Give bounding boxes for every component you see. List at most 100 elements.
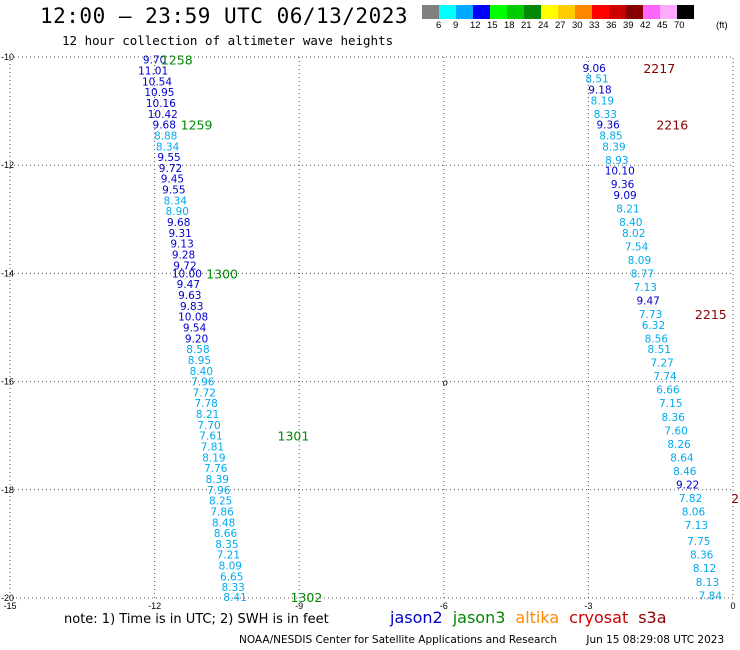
wave-height-label: 7.73 <box>639 309 662 321</box>
wave-height-label: 9.13 <box>170 239 193 251</box>
map-frame <box>9 56 734 599</box>
wave-height-label: 9.45 <box>161 174 184 186</box>
legend-s3a: s3a <box>638 608 667 627</box>
lat-tick-label: -18 <box>1 485 14 495</box>
wave-height-label: 10.08 <box>178 312 208 324</box>
wave-height-label: 8.21 <box>616 203 639 215</box>
wave-height-label: 8.90 <box>166 206 189 218</box>
wave-height-label: 7.15 <box>659 398 682 410</box>
wave-height-label: 9.83 <box>180 301 203 313</box>
colorbar-tick-label: 70 <box>674 20 685 31</box>
pass-time-label: 1302 <box>291 590 323 605</box>
wave-height-label: 11.01 <box>138 66 168 78</box>
wave-height-label: 8.19 <box>202 452 225 464</box>
lon-tick-label: -6 <box>440 601 448 611</box>
wave-height-label: 8.77 <box>631 268 654 280</box>
wave-height-label: 7.13 <box>685 520 708 532</box>
pass-time-label: 1259 <box>181 118 213 133</box>
colorbar-swatch: 33 <box>589 5 609 31</box>
wave-height-label: 8.56 <box>645 333 669 345</box>
colorbar-unit: (ft) <box>716 20 728 31</box>
colorbar-swatch: 36 <box>606 5 626 31</box>
wave-height-label: 8.09 <box>628 255 651 267</box>
wave-height-label: 7.13 <box>634 282 657 294</box>
wave-height-colorbar: 36912151821242730333639424570 <box>422 5 694 31</box>
colorbar-swatch: 9 <box>453 5 473 31</box>
colorbar-swatch: 30 <box>572 5 592 31</box>
footer: NOAA/NESDIS Center for Satellite Applica… <box>239 634 724 646</box>
wave-height-label: 7.74 <box>653 371 677 383</box>
map-title: 12:00 – 23:59 UTC 06/13/2023 <box>40 4 409 28</box>
colorbar-swatch: 6 <box>436 5 456 31</box>
wave-height-label: 9.68 <box>167 217 190 229</box>
map-subtitle: 12 hour collection of altimeter wave hei… <box>62 33 394 48</box>
lon-tick-label: -15 <box>3 601 16 611</box>
wave-height-label: 8.46 <box>673 466 697 478</box>
wave-height-label: 9.31 <box>168 228 191 240</box>
wave-height-label: 9.06 <box>582 63 606 75</box>
footer-credit: NOAA/NESDIS Center for Satellite Applica… <box>239 634 557 646</box>
lat-tick-label: -10 <box>1 52 14 62</box>
colorbar-swatch: 45 <box>657 5 677 31</box>
colorbar-swatch: 42 <box>640 5 660 31</box>
wave-height-label: 9.47 <box>636 295 659 307</box>
wave-height-label: 8.33 <box>594 109 617 121</box>
wave-height-label: 9.55 <box>162 185 185 197</box>
wave-height-label: 8.40 <box>190 366 213 378</box>
pass-time-label: 1258 <box>161 53 193 68</box>
wave-height-label: 7.76 <box>204 463 228 475</box>
lon-tick-label: -12 <box>148 601 161 611</box>
pass-time-label: 2216 <box>656 118 688 133</box>
footer-timestamp: Jun 15 08:29:08 UTC 2023 <box>586 634 725 646</box>
wave-height-label: 7.82 <box>679 493 702 505</box>
wave-height-label: 9.68 <box>153 120 176 132</box>
wave-height-label: 8.93 <box>605 155 628 167</box>
colorbar-tick-label: 30 <box>572 20 583 31</box>
colorbar-tick-label: 12 <box>470 20 481 31</box>
wave-height-label: 8.26 <box>667 439 691 451</box>
wave-height-label: 9.72 <box>173 260 196 272</box>
wave-height-label: 8.58 <box>186 344 209 356</box>
pass-time-label: 2 <box>731 491 739 506</box>
wave-height-label: 9.70 <box>143 55 166 67</box>
wave-height-label: 8.36 <box>662 412 686 424</box>
colorbar-tick-label: 6 <box>436 20 442 31</box>
colorbar-tick-label: 18 <box>504 20 515 31</box>
wave-height-label: 8.34 <box>156 141 180 153</box>
wave-height-label: 8.34 <box>164 195 188 207</box>
wave-height-label: 8.35 <box>215 539 238 551</box>
wave-height-label: 8.25 <box>209 496 232 508</box>
wave-height-label: 8.64 <box>670 452 694 464</box>
wave-height-label: 7.54 <box>625 241 649 253</box>
colorbar-swatch: 24 <box>538 5 558 31</box>
colorbar-tick-label: 33 <box>589 20 600 31</box>
wave-height-label: 9.72 <box>159 163 182 175</box>
wave-height-label: 8.85 <box>599 130 622 142</box>
wave-height-label: 7.72 <box>193 387 216 399</box>
wave-height-label: 10.42 <box>148 109 178 121</box>
wave-height-label: 8.51 <box>648 344 671 356</box>
wave-height-label: 7.75 <box>687 536 710 548</box>
colorbar-tick-label: 45 <box>657 20 668 31</box>
colorbar-swatch: 27 <box>555 5 575 31</box>
wave-height-label: 8.36 <box>690 550 714 562</box>
wave-height-label: 8.19 <box>591 95 614 107</box>
wave-height-label: 9.20 <box>185 333 208 345</box>
wave-height-label: 8.40 <box>619 217 642 229</box>
wave-height-label: 8.39 <box>602 141 625 153</box>
wave-height-label: 7.21 <box>217 550 240 562</box>
colorbar-tick-label: 15 <box>487 20 498 31</box>
pass-time-label: 2215 <box>695 307 727 322</box>
units-note: note: 1) Time is in UTC; 2) SWH is in fe… <box>64 612 329 627</box>
wave-height-label: 8.66 <box>214 528 238 540</box>
colorbar-swatch: 15 <box>487 5 507 31</box>
wave-height-label: 7.96 <box>207 485 231 497</box>
colorbar-swatch: 70 <box>674 5 694 31</box>
lat-tick-label: -20 <box>1 593 14 603</box>
pass-time-label: 2217 <box>643 61 675 76</box>
wave-height-label: 7.70 <box>197 420 220 432</box>
wave-height-label: 10.00 <box>172 268 202 280</box>
wave-height-label: 8.21 <box>196 409 219 421</box>
colorbar-tick-label: 42 <box>640 20 651 31</box>
